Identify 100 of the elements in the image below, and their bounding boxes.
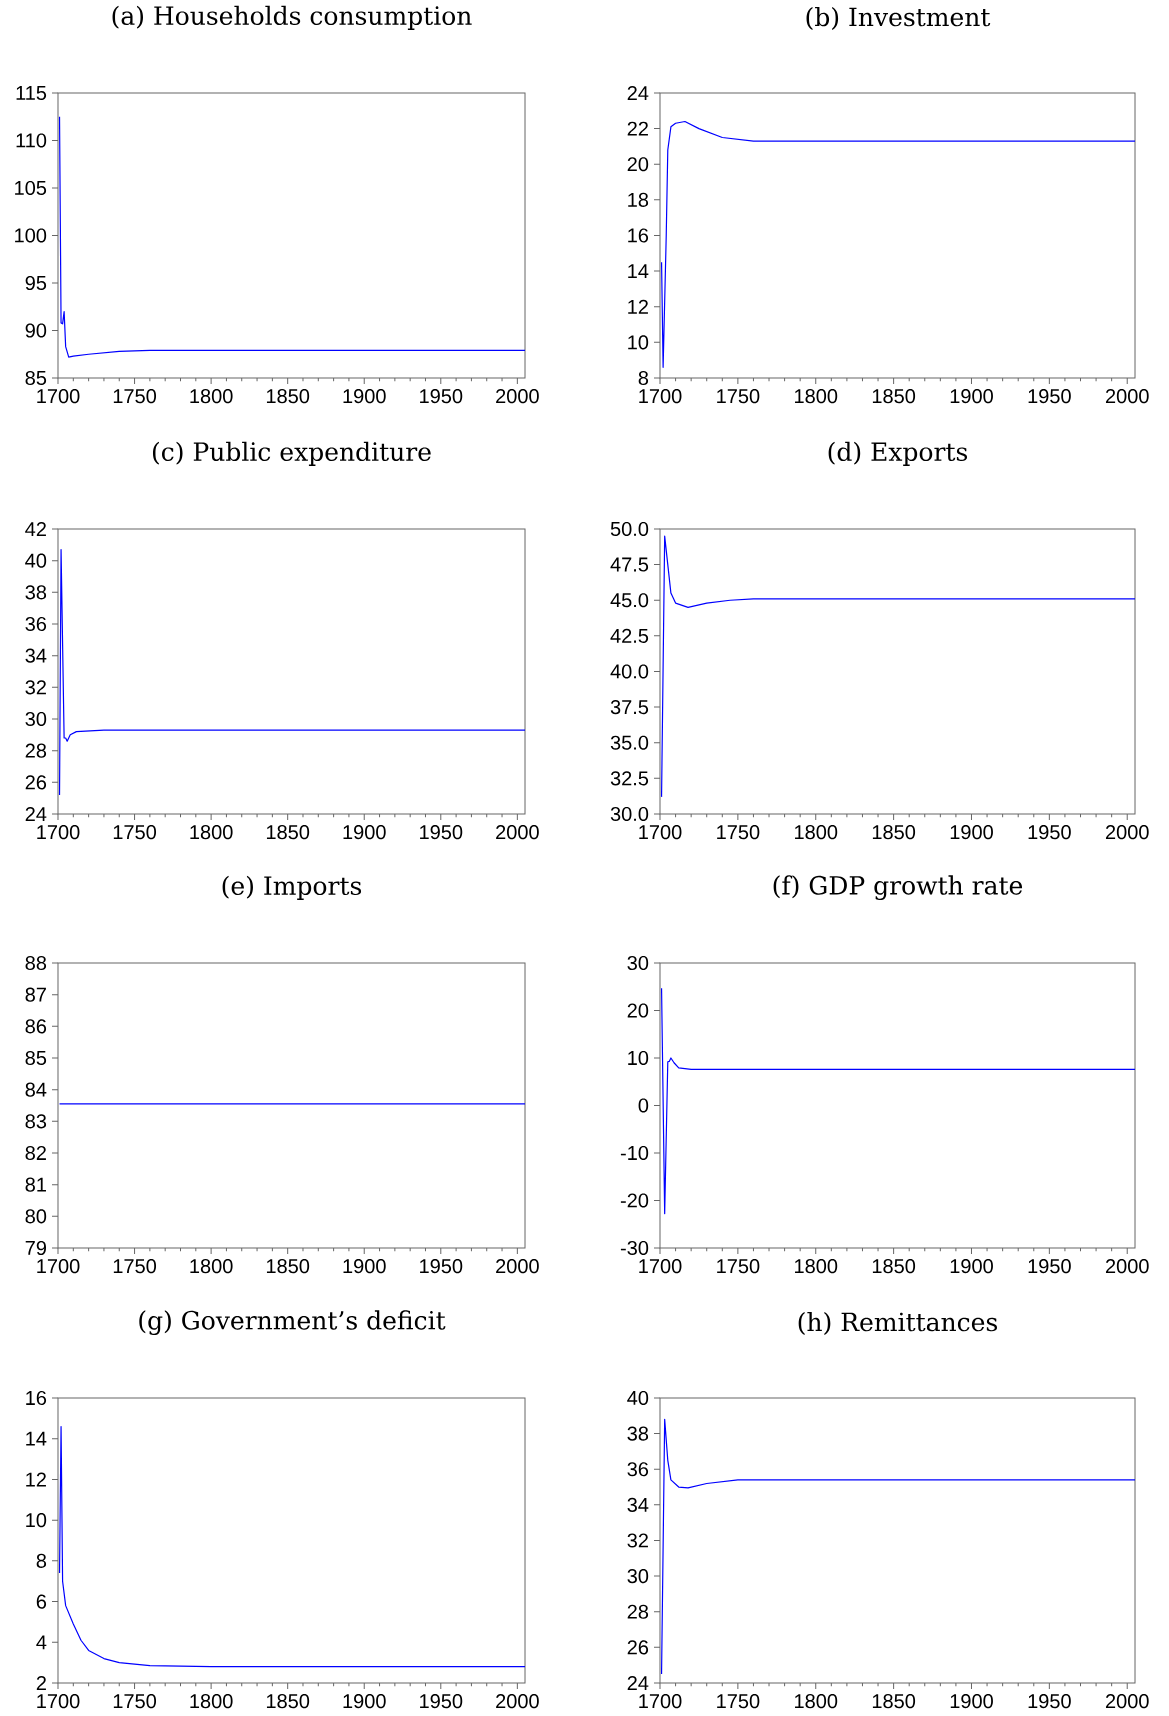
y-tick-label: 10	[628, 1050, 649, 1066]
y-tick-label: 38	[25, 585, 47, 600]
y-tick-label: 50.0	[610, 521, 649, 537]
y-tick-label: 2	[36, 1676, 46, 1690]
x-tick-label: 2000	[496, 1694, 539, 1709]
x-tick-label: 1850	[266, 1694, 310, 1709]
x-tick-label: 1800	[190, 1694, 233, 1709]
y-tick-label: 100	[15, 228, 47, 243]
x-tick-label: 1700	[639, 1259, 682, 1274]
y-tick-label: 8	[36, 1553, 47, 1568]
line-series	[660, 535, 1136, 798]
y-tick-label: 30	[25, 711, 47, 727]
x-tick-label: 1950	[420, 389, 463, 404]
x-tick-label: 1750	[113, 1259, 157, 1274]
x-tick-label: 1950	[1028, 825, 1071, 840]
x-tick-label: 1800	[795, 825, 838, 840]
y-tick-label: 28	[627, 1604, 649, 1619]
x-tick-label: 1700	[639, 389, 682, 404]
x-tick-label: 1950	[1028, 1259, 1071, 1274]
y-tick-label: 38	[627, 1426, 649, 1441]
y-tick-label: 16	[26, 1390, 47, 1406]
chart-title: (f) GDP growth rate	[773, 875, 1023, 900]
y-tick-label: 84	[25, 1082, 47, 1097]
y-tick-label: 20	[627, 1003, 649, 1018]
y-tick-label: 42	[25, 522, 46, 536]
x-tick-label: 1900	[950, 389, 993, 404]
x-tick-label: 1700	[37, 1694, 80, 1709]
y-tick-label: 79	[25, 1240, 46, 1256]
y-tick-label: 32	[25, 680, 46, 695]
x-tick-label: 1750	[717, 389, 760, 404]
y-tick-label: 105	[15, 180, 47, 196]
y-tick-label: 90	[25, 323, 47, 338]
x-tick-label: 1900	[950, 1694, 993, 1709]
x-tick-label: 1900	[950, 825, 993, 840]
x-tick-label: 1800	[190, 1259, 233, 1274]
y-tick-label: 86	[25, 1019, 47, 1034]
x-tick-label: 1900	[950, 1259, 993, 1274]
y-tick-label: 36	[25, 616, 47, 632]
x-tick-label: 2000	[496, 389, 539, 404]
line-series	[660, 1418, 1136, 1675]
y-tick-label: 80	[25, 1209, 47, 1224]
chart-title: (a) Households consumption	[112, 5, 472, 30]
x-tick-label: 1800	[795, 389, 838, 404]
y-tick-label: 20	[627, 157, 649, 172]
y-tick-label: 10	[26, 1513, 47, 1528]
x-tick-label: 1800	[795, 1694, 838, 1709]
x-tick-label: 1900	[343, 1259, 386, 1274]
y-tick-label: 12	[26, 1472, 46, 1487]
x-tick-label: 2000	[496, 1259, 539, 1274]
x-tick-label: 1750	[113, 389, 157, 404]
x-tick-label: 1950	[420, 825, 463, 840]
chart-title: (g) Government’s deficit	[139, 1310, 446, 1335]
chart-title: (d) Exports	[828, 441, 968, 466]
y-tick-label: 28	[25, 743, 47, 758]
y-tick-label: 30	[627, 1569, 649, 1584]
y-tick-label: 4	[36, 1635, 47, 1650]
y-tick-label: -20	[620, 1193, 649, 1208]
y-tick-label: 85	[25, 370, 47, 386]
y-tick-label: 0	[638, 1098, 649, 1113]
x-tick-label: 1750	[717, 1259, 760, 1274]
x-tick-label: 2000	[1105, 389, 1149, 404]
x-tick-label: 1900	[343, 389, 386, 404]
y-tick-label: 10	[628, 335, 649, 350]
y-tick-label: 42.5	[610, 628, 649, 643]
line-series	[58, 548, 525, 796]
y-tick-label: 95	[25, 275, 47, 291]
x-tick-label: 1750	[113, 825, 157, 840]
line-series	[58, 116, 525, 358]
x-tick-label: 1950	[1028, 1694, 1071, 1709]
x-tick-label: 1800	[795, 1259, 838, 1274]
y-tick-label: 115	[16, 86, 47, 100]
y-tick-label: -30	[620, 1240, 649, 1256]
y-tick-label: 14	[26, 1431, 47, 1446]
y-tick-label: 82	[25, 1145, 46, 1161]
x-tick-label: 2000	[1105, 1694, 1149, 1709]
y-tick-label: 16	[628, 228, 649, 243]
x-tick-label: 1850	[266, 389, 310, 404]
y-tick-label: 37.5	[610, 700, 649, 715]
x-tick-label: 1800	[190, 389, 233, 404]
line-series	[660, 120, 1136, 368]
x-tick-label: 1700	[37, 389, 80, 404]
y-tick-label: 32	[627, 1533, 648, 1548]
x-tick-label: 1750	[113, 1694, 157, 1709]
chart-title: (e) Imports	[222, 875, 362, 900]
x-tick-label: 1700	[37, 1259, 80, 1274]
y-tick-label: 47.5	[610, 557, 649, 572]
line-series	[58, 1425, 525, 1668]
chart-title: (c) Public expenditure	[152, 441, 431, 466]
y-tick-label: 6	[36, 1594, 47, 1609]
x-tick-label: 1750	[717, 1694, 760, 1709]
y-tick-label: 30.0	[610, 806, 649, 822]
y-tick-label: 14	[628, 264, 649, 278]
x-tick-label: 1700	[37, 825, 80, 840]
x-tick-label: 1950	[420, 1694, 463, 1709]
y-tick-label: 26	[627, 1640, 649, 1655]
x-tick-label: 1850	[872, 389, 916, 404]
y-tick-label: 40.0	[610, 664, 649, 679]
x-tick-label: 1850	[266, 1259, 310, 1274]
chart-title: (h) Remittances	[798, 1312, 997, 1335]
y-tick-label: 34	[627, 1497, 649, 1512]
